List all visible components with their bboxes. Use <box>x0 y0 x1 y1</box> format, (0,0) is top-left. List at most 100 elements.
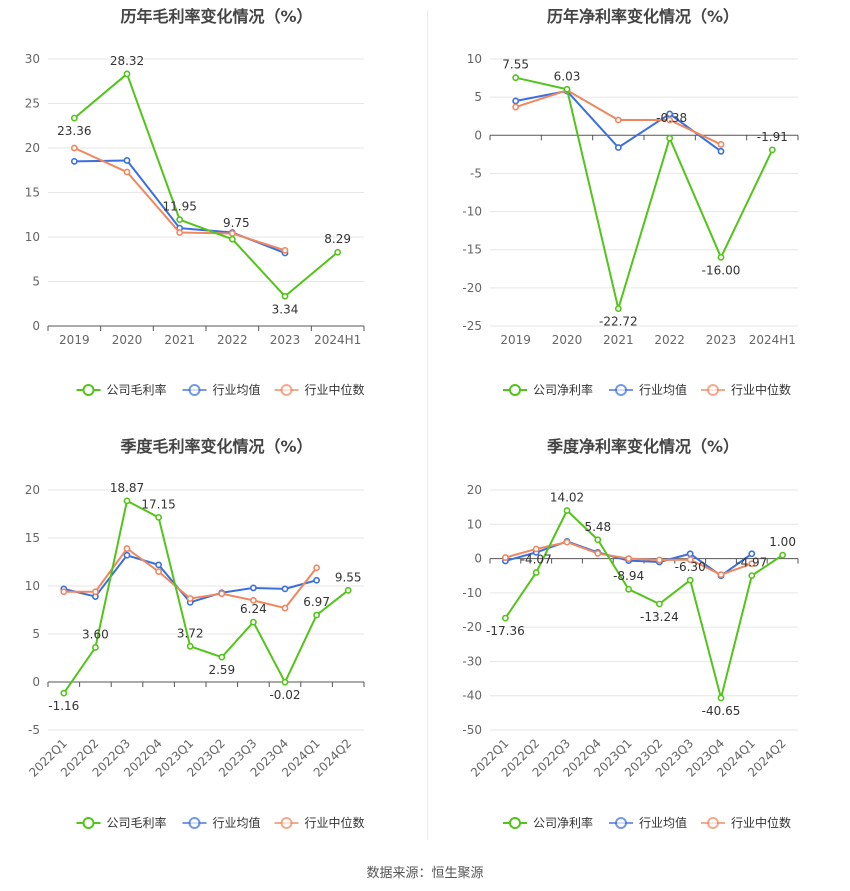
y-tick-label: -15 <box>462 243 482 257</box>
chart-panel-annual-net-margin: 历年净利率变化情况（%） -25 -20 -15 -10 -5 0 5 10 2019 2020 20… <box>428 0 850 430</box>
data-point <box>717 147 725 155</box>
data-label: 18.87 <box>110 481 144 495</box>
data-point <box>92 644 99 651</box>
data-point <box>563 507 571 514</box>
data-point <box>155 568 162 575</box>
data-point <box>502 614 509 622</box>
data-point <box>512 97 520 105</box>
data-point <box>155 561 162 569</box>
data-point <box>249 584 257 592</box>
data-label: 9.55 <box>335 570 362 584</box>
y-tick-label: 5 <box>32 627 40 641</box>
data-label: 5.48 <box>584 520 611 534</box>
y-tick-label: 10 <box>467 52 482 66</box>
x-tick-label: 2024H1 <box>749 333 796 347</box>
data-point <box>614 116 622 124</box>
y-tick-label: -20 <box>462 281 482 295</box>
legend-label: 行业均值 <box>213 382 261 397</box>
data-label: -4.97 <box>736 556 767 570</box>
data-point <box>594 550 602 557</box>
chart-quarterly-gross-margin: 季度毛利率变化情况（%）-5051015202022Q12022Q22022Q3… <box>25 437 365 830</box>
legend-marker <box>707 817 719 829</box>
y-tick-label: -30 <box>462 654 482 668</box>
legend-label: 公司净利率 <box>533 815 593 830</box>
legend-item: 行业均值 <box>609 382 687 397</box>
data-point <box>563 85 571 93</box>
data-point <box>768 146 776 154</box>
data-point <box>686 550 694 558</box>
legend-label: 行业中位数 <box>731 815 791 830</box>
data-label: -40.65 <box>702 704 741 718</box>
data-point <box>614 305 622 313</box>
data-point <box>717 694 725 702</box>
y-tick-label: -5 <box>470 166 482 180</box>
data-label: -4.07 <box>521 553 552 567</box>
y-tick-label: 30 <box>25 52 40 66</box>
data-point <box>92 588 99 596</box>
legend-label: 行业中位数 <box>305 815 365 830</box>
series-line <box>73 72 339 298</box>
data-label: -0.02 <box>269 688 300 702</box>
data-point <box>748 550 756 558</box>
chart-title: 季度毛利率变化情况（%） <box>119 437 312 456</box>
data-point <box>614 144 622 151</box>
data-label: 17.15 <box>141 497 175 511</box>
y-tick-label: 25 <box>25 97 40 111</box>
data-point <box>123 545 131 552</box>
data-point <box>281 678 289 686</box>
data-point <box>70 157 78 165</box>
x-tick-label: 2021 <box>603 333 634 347</box>
data-point <box>666 134 674 142</box>
series-line <box>504 509 784 699</box>
x-tick-label: 2024H1 <box>314 333 361 347</box>
data-label: -1.91 <box>757 130 788 144</box>
x-tick-label: 2020 <box>552 333 583 347</box>
data-label: -16.00 <box>702 263 741 277</box>
legend-item: 行业中位数 <box>274 382 365 397</box>
data-point <box>748 572 756 580</box>
legend-item: 公司毛利率 <box>76 382 167 397</box>
data-point <box>186 595 194 602</box>
x-tick-label: 2019 <box>59 333 90 347</box>
y-tick-label: 5 <box>474 90 482 104</box>
y-tick-label: -40 <box>462 689 482 703</box>
source-note: 数据来源：恒生聚源 <box>366 866 484 881</box>
data-label: 1.00 <box>769 535 796 549</box>
legend-label: 行业均值 <box>213 815 261 830</box>
x-tick-label: 2022 <box>217 333 248 347</box>
data-label: 14.02 <box>550 491 584 505</box>
data-point <box>686 556 694 563</box>
data-label: -6.30 <box>675 560 706 574</box>
legend-label: 行业均值 <box>639 815 687 830</box>
data-point <box>228 235 236 243</box>
y-tick-label: 10 <box>25 230 40 244</box>
y-tick-label: -10 <box>462 205 482 219</box>
legend-marker <box>615 817 627 829</box>
x-tick-label: 2020 <box>112 333 143 347</box>
legend-item: 行业中位数 <box>701 815 791 830</box>
legend-marker <box>509 384 521 396</box>
legend-label: 公司净利率 <box>533 382 593 397</box>
series-line <box>515 76 774 310</box>
data-point <box>123 157 131 164</box>
data-point <box>70 144 78 152</box>
data-label: -8.94 <box>613 569 644 583</box>
legend-label: 行业中位数 <box>731 382 791 397</box>
legend-item: 公司净利率 <box>503 382 593 397</box>
data-point <box>512 103 520 111</box>
y-tick-label: 10 <box>467 517 482 531</box>
legend-label: 公司毛利率 <box>107 815 167 830</box>
data-point <box>334 248 342 256</box>
data-point <box>281 246 289 254</box>
y-tick-label: 5 <box>32 275 40 289</box>
legend-item: 行业中位数 <box>701 382 791 397</box>
data-label: -0.38 <box>656 111 687 125</box>
x-tick-label: 2019 <box>500 333 531 347</box>
data-point <box>228 230 236 237</box>
series-line <box>62 499 349 694</box>
chart-quarterly-net-margin: 季度净利率变化情况（%）-50-40-30-20-10010202022Q120… <box>462 437 799 830</box>
y-tick-label: -10 <box>462 586 482 600</box>
data-point <box>60 689 68 697</box>
data-point <box>779 551 786 559</box>
y-tick-label: -5 <box>28 723 40 737</box>
